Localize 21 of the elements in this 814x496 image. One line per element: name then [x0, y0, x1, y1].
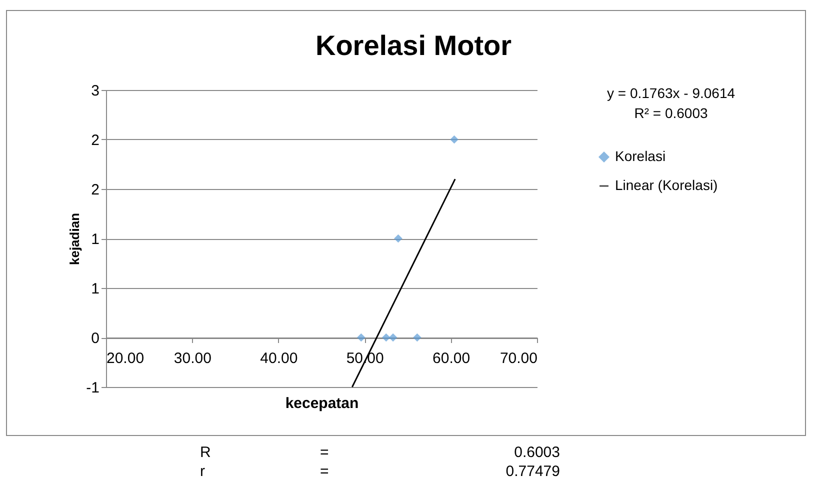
- x-tick-label: 40.00: [260, 350, 298, 367]
- y-tick-label: 1: [91, 231, 100, 248]
- x-axis-title: kecepatan: [285, 395, 359, 412]
- text: R = 0.6003: [200, 444, 560, 461]
- text: r = 0.77479: [200, 463, 560, 480]
- y-tick-label: 1: [91, 280, 100, 298]
- x-tick-label: 30.00: [174, 350, 212, 367]
- y-tick-label: -1: [86, 380, 100, 396]
- legend-label: Linear (Korelasi): [615, 177, 718, 193]
- text: y = 0.1763x - 9.0614: [606, 85, 736, 101]
- y-tick-label: 0: [91, 330, 100, 347]
- chart-title: Korelasi Motor: [315, 30, 512, 61]
- y-tick-label: 2: [91, 132, 100, 149]
- x-tick-label: 60.00: [432, 350, 470, 367]
- text: R² = 0.6003: [634, 105, 708, 121]
- legend-label: Korelasi: [615, 148, 666, 164]
- y-axis-title: kejadian: [67, 212, 82, 266]
- y-tick-label: 3: [91, 82, 100, 100]
- y-tick-label: 2: [91, 182, 100, 198]
- x-tick-label: 20.00: [106, 350, 144, 367]
- x-tick-label: 70.00: [500, 350, 538, 367]
